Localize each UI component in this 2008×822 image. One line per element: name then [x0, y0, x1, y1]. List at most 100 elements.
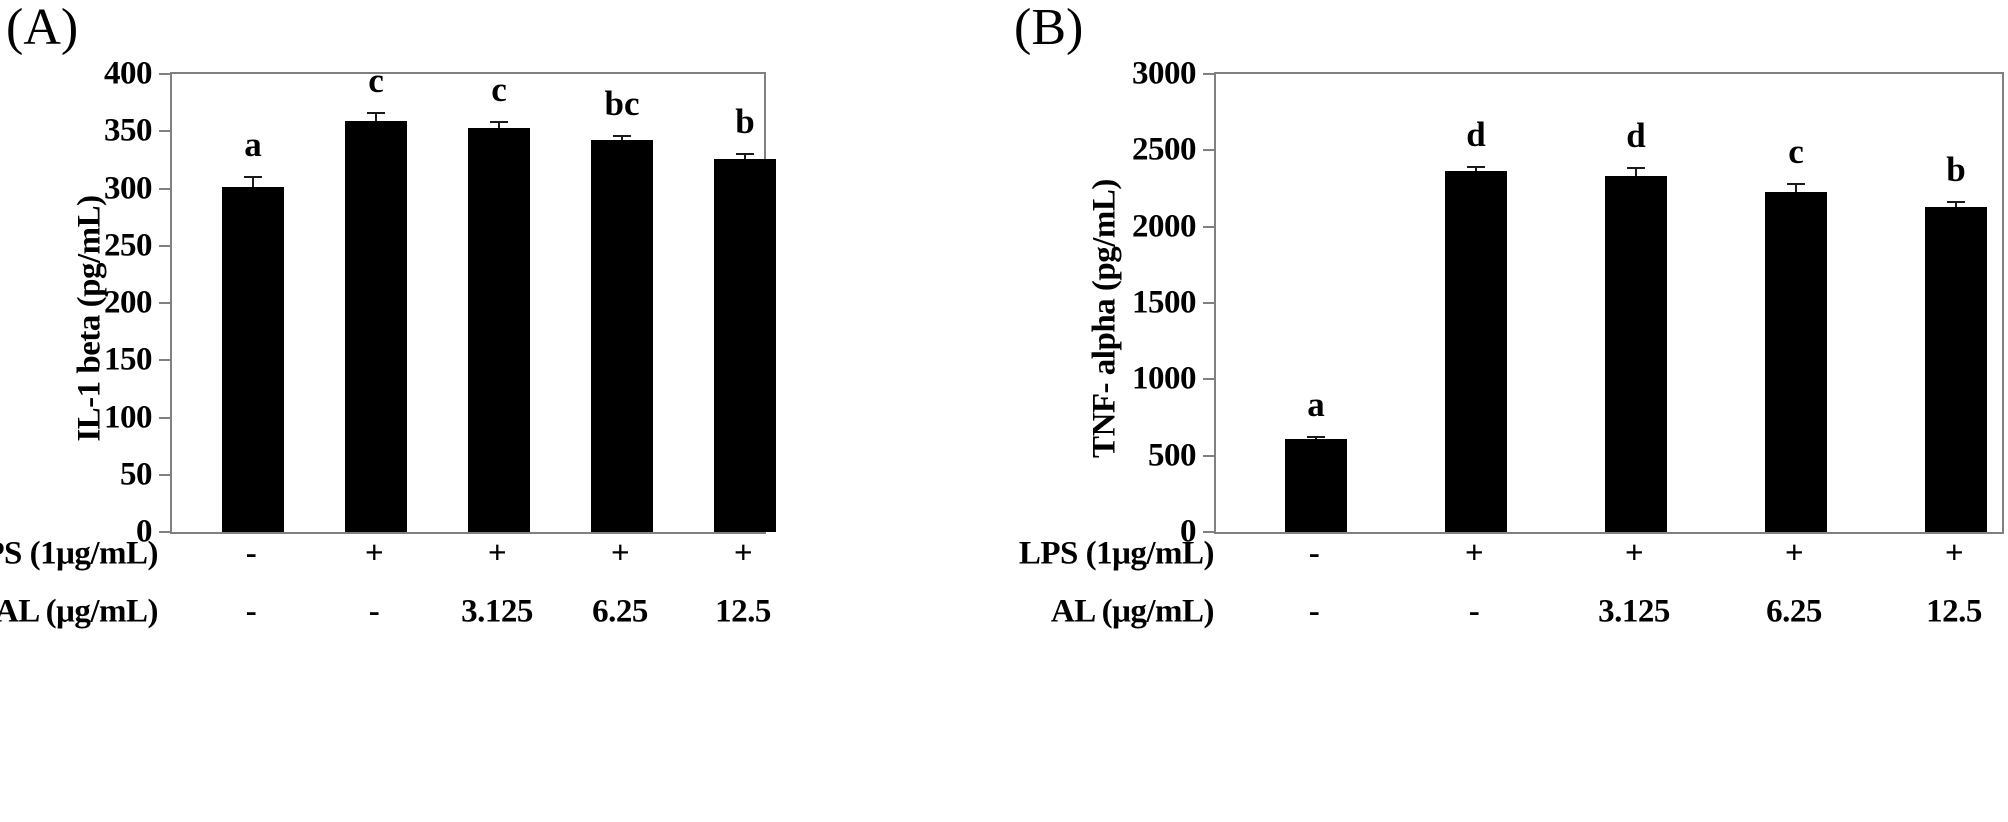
panel-b-cond-row-al: AL (μg/mL) - - 3.125 6.25 12.5	[1004, 590, 2004, 634]
significance-letter: d	[1626, 115, 1646, 155]
panel-a-cond-row-al: AL (μg/mL) - - 3.125 6.25 12.5	[0, 590, 771, 634]
panel-a-plot-area: 400 350 300 250 200 150 100 50 0 a c c bc b	[104, 56, 776, 550]
y-tick-label: 350	[104, 112, 153, 149]
error-bar	[1635, 166, 1637, 177]
bar-group: bc	[591, 74, 653, 532]
error-bar	[1955, 200, 1957, 207]
significance-letter: a	[1307, 384, 1325, 424]
error-bar	[1795, 183, 1797, 193]
y-tick-label: 150	[104, 341, 153, 378]
bar-group: a	[1285, 74, 1347, 532]
significance-letter: c	[368, 60, 384, 100]
y-tick-mark	[1203, 149, 1216, 152]
y-tick-label: 500	[1148, 437, 1197, 474]
y-tick-label: 50	[120, 456, 153, 493]
cond-value: +	[487, 535, 507, 572]
significance-letter: b	[735, 102, 755, 142]
cond-value: -	[1308, 593, 1320, 630]
y-tick-mark	[159, 473, 172, 476]
error-bar-cap	[1787, 183, 1805, 186]
y-tick-mark	[1203, 531, 1216, 533]
bar	[1605, 166, 1667, 532]
cond-value: -	[245, 593, 257, 630]
bar-group: b	[714, 74, 776, 532]
cond-value: +	[364, 535, 384, 572]
bar	[591, 134, 653, 532]
panel-b-tag: (B)	[1014, 0, 1084, 56]
error-bar-cap	[1947, 200, 1965, 203]
panel-a-tag: (A)	[6, 0, 79, 56]
y-tick-mark	[1203, 225, 1216, 228]
error-bar-cap	[367, 111, 385, 114]
error-bar	[1475, 166, 1477, 171]
bar-group: c	[1765, 74, 1827, 532]
panel-b-cond-label-al: AL (μg/mL)	[1050, 593, 1215, 630]
cond-value: -	[1468, 593, 1480, 630]
y-tick-label: 1500	[1132, 284, 1197, 321]
y-tick-mark	[159, 416, 172, 419]
bar-group: d	[1445, 74, 1507, 532]
y-tick-label: 250	[104, 227, 153, 264]
significance-letter: bc	[604, 83, 640, 123]
cond-value: +	[610, 535, 630, 572]
bar	[714, 153, 776, 532]
panel-a-cond-row-lps: LPS (1μg/mL) - + + + +	[0, 532, 766, 576]
y-tick-mark	[159, 359, 172, 362]
error-bar	[498, 120, 500, 128]
y-tick-mark	[159, 302, 172, 304]
y-tick-mark	[1203, 378, 1216, 381]
cond-value: 12.5	[715, 593, 771, 630]
panel-a: (A) IL-1 beta (pg/mL) 400 350 300 250 200 150…	[0, 0, 776, 634]
bar	[222, 175, 284, 532]
error-bar-cap	[1307, 435, 1325, 438]
bar	[1925, 200, 1987, 532]
bar	[1445, 166, 1507, 532]
bar-group: b	[1925, 74, 1987, 532]
cond-value: +	[733, 535, 753, 572]
y-tick-label: 2000	[1132, 208, 1197, 245]
y-tick-mark	[159, 187, 172, 190]
bar	[345, 111, 407, 532]
cond-value: 6.25	[1766, 593, 1822, 630]
panel-a-y-axis-title: IL-1 beta (pg/mL)	[71, 195, 108, 442]
error-bar-cap	[1467, 166, 1485, 169]
cond-value: +	[1944, 535, 1964, 572]
y-tick-mark	[1203, 454, 1216, 457]
cond-value: 12.5	[1926, 593, 1982, 630]
y-tick-mark	[159, 244, 172, 247]
significance-letter: b	[1946, 149, 1966, 189]
cond-value: -	[245, 535, 257, 572]
y-tick-mark	[1203, 73, 1216, 75]
y-tick-label: 2500	[1132, 131, 1197, 168]
y-tick-label: 3000	[1132, 55, 1197, 92]
panel-b: (B) TNF- alpha (pg/mL) 3000 2500 2000 1500 1…	[1004, 0, 2008, 822]
panel-a-cond-label-al: AL (μg/mL)	[0, 593, 159, 630]
y-tick-mark	[159, 130, 172, 133]
bar	[1285, 435, 1347, 532]
cond-value: 6.25	[592, 593, 648, 630]
y-tick-label: 300	[104, 170, 153, 206]
error-bar-cap	[244, 175, 262, 178]
panel-b-y-axis-title: TNF- alpha (pg/mL)	[1086, 179, 1123, 458]
error-bar-cap	[1627, 166, 1645, 169]
error-bar	[744, 153, 746, 159]
error-bar-cap	[613, 134, 631, 137]
error-bar	[621, 134, 623, 141]
bar-group: c	[468, 69, 530, 532]
panel-b-cond-label-lps: LPS (1μg/mL)	[1018, 535, 1215, 572]
significance-letter: a	[244, 124, 262, 164]
cond-value: +	[1784, 535, 1804, 572]
significance-letter: c	[1788, 132, 1804, 172]
y-tick-label: 400	[104, 55, 153, 92]
cond-value: +	[1624, 535, 1644, 572]
bar	[1765, 183, 1827, 532]
cond-value: 3.125	[1598, 593, 1670, 630]
y-tick-label: 1000	[1132, 360, 1197, 397]
error-bar	[375, 111, 377, 121]
y-tick-label: 200	[104, 284, 153, 321]
cond-value: 3.125	[461, 593, 533, 630]
bar-group: a	[222, 74, 284, 532]
significance-letter: c	[491, 69, 507, 109]
bar-group: c	[345, 63, 407, 532]
